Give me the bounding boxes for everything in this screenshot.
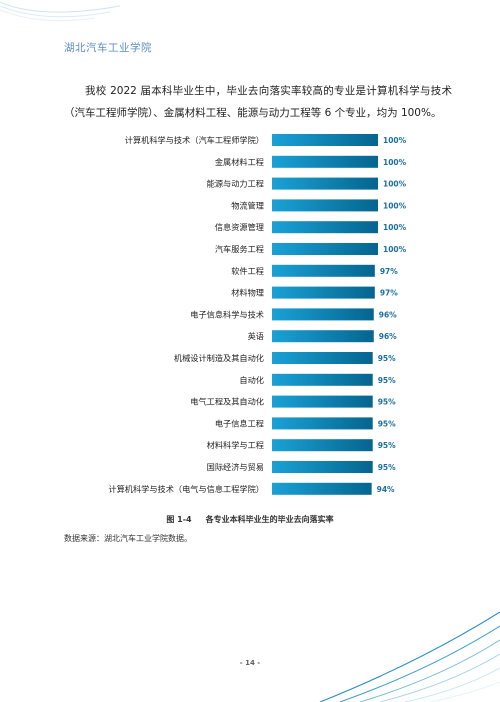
bar: [272, 221, 378, 234]
bar: [272, 155, 378, 168]
corner-decoration-top: [0, 1, 120, 22]
bar: [272, 439, 373, 452]
bar: [272, 482, 372, 495]
value-label: 100%: [383, 201, 407, 210]
category-label: 机械设计制造及其自动化: [174, 353, 264, 363]
value-label: 95%: [378, 398, 396, 407]
value-label: 95%: [378, 463, 396, 472]
bar: [272, 199, 378, 212]
bar: [272, 417, 373, 430]
bar: [272, 243, 378, 255]
bar: [272, 308, 374, 321]
category-label: 材料物理: [231, 288, 264, 298]
category-label: 软件工程: [231, 266, 264, 276]
value-label: 94%: [377, 485, 395, 494]
bar: [272, 373, 373, 386]
value-label: 97%: [380, 267, 398, 276]
bar: [272, 461, 373, 473]
value-label: 100%: [383, 223, 407, 232]
category-label: 材料科学与工程: [207, 440, 264, 450]
category-label: 英语: [248, 331, 264, 341]
value-label: 96%: [379, 310, 397, 319]
figure-title: 各专业本科毕业生的毕业去向落实率: [205, 515, 334, 524]
bar: [272, 352, 373, 364]
figure-number: 图 1-4: [166, 515, 192, 524]
value-label: 95%: [378, 441, 396, 450]
category-label: 国际经济与贸易: [207, 462, 264, 472]
category-label: 自动化: [239, 375, 264, 385]
value-label: 95%: [378, 419, 396, 428]
page-number: - 14 -: [239, 659, 261, 667]
category-label: 信息资源管理: [215, 222, 264, 232]
intro-paragraph: 我校 2022 届本科毕业生中，毕业去向落实率较高的专业是计算机科学与技术（汽车…: [64, 85, 452, 119]
value-label: 96%: [379, 332, 397, 341]
value-label: 100%: [383, 245, 407, 254]
value-label: 100%: [383, 180, 407, 189]
document-header: 湖北汽车工业学院: [64, 42, 152, 54]
bar: [272, 177, 378, 190]
figure-caption: 图 1-4 各专业本科毕业生的毕业去向落实率: [0, 514, 500, 525]
bar: [272, 395, 373, 408]
category-label: 电子信息工程: [215, 418, 264, 428]
category-label: 能源与动力工程: [207, 179, 264, 189]
bar: [272, 134, 378, 146]
category-label: 电子信息科学与技术: [190, 309, 264, 319]
category-label: 计算机科学与技术（电气与信息工程学院）: [108, 484, 264, 494]
category-label: 计算机科学与技术（汽车工程师学院）: [125, 135, 264, 145]
value-label: 95%: [378, 376, 396, 385]
category-label: 电气工程及其自动化: [190, 397, 264, 407]
category-label: 汽车服务工程: [215, 244, 264, 254]
value-label: 95%: [378, 354, 396, 363]
value-label: 100%: [383, 158, 407, 167]
value-label: 100%: [383, 136, 407, 145]
value-label: 97%: [380, 289, 398, 298]
bar: [272, 264, 375, 277]
bar: [272, 330, 374, 343]
corner-decoration-bottom: [319, 611, 500, 702]
bar: [272, 286, 375, 299]
bar-chart: 计算机科学与技术（汽车工程师学院） 100% 金属材料工程 100% 能源与动力工程 10…: [108, 134, 407, 495]
category-label: 物流管理: [231, 200, 264, 210]
data-source-note: 数据来源：湖北汽车工业学院数据。: [64, 534, 192, 543]
category-label: 金属材料工程: [215, 157, 264, 167]
